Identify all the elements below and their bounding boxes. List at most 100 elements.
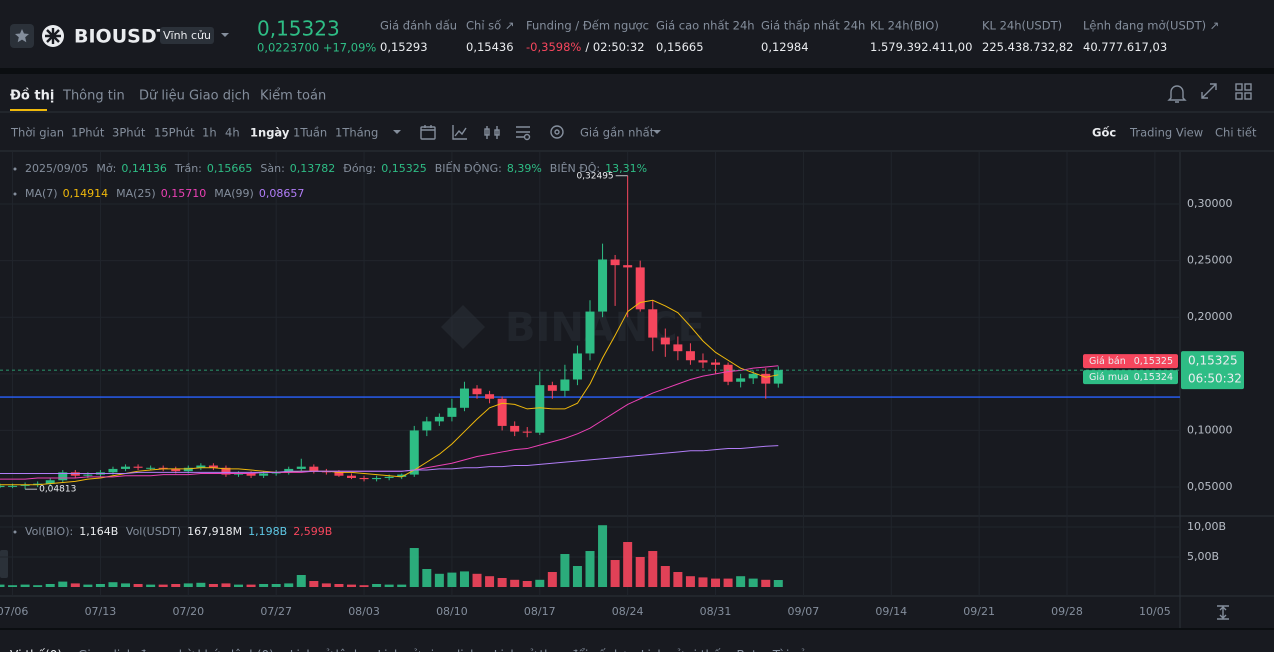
- stat-value-text: 1.579.392.411,00: [870, 40, 972, 54]
- volume-bar: [309, 581, 319, 587]
- view-option[interactable]: Gốc: [1092, 126, 1116, 140]
- candle-body: [359, 477, 369, 480]
- volume-bar: [598, 525, 608, 587]
- watermark-logo: [441, 305, 485, 349]
- candle-body: [208, 465, 218, 468]
- bottom-tabs: Vị thế(0) Giao dịch đang chờ khớp lệnh(0)…: [10, 648, 814, 652]
- volume-bar: [522, 581, 532, 587]
- last-price: 0,15323: [257, 17, 340, 41]
- bottom-tab[interactable]: Bot: [736, 648, 757, 652]
- info-value: 8,39%: [507, 162, 542, 175]
- bottom-tab[interactable]: Tài sản: [772, 648, 815, 652]
- candle-body: [334, 472, 344, 476]
- candle-body: [397, 474, 407, 477]
- volume-bar: [20, 584, 30, 587]
- bottom-tab[interactable]: Lịch sử giao dịch: [377, 648, 477, 652]
- volume-bar: [623, 542, 633, 587]
- bottom-tab[interactable]: Lịch sử thay đổi số dư: [494, 648, 626, 652]
- volume-bar: [334, 584, 344, 587]
- y-tick-label: 0,30000: [1187, 197, 1233, 210]
- candle-body: [510, 425, 520, 432]
- fullscreen-icon[interactable]: [1201, 83, 1217, 99]
- price-type-dropdown[interactable]: [653, 130, 661, 134]
- stat-value: 40.777.617,03: [1083, 40, 1167, 54]
- interval[interactable]: 1Phút: [71, 126, 105, 140]
- candle-body: [736, 378, 746, 382]
- tab[interactable]: Kiểm toán: [260, 89, 326, 104]
- interval-dropdown[interactable]: [393, 130, 401, 134]
- tab[interactable]: Thông tin: [62, 89, 125, 104]
- candle-body: [259, 473, 269, 476]
- candle-body: [183, 467, 193, 472]
- info-value: 13,31%: [605, 162, 647, 175]
- candle-body: [121, 466, 131, 469]
- volume-bar: [723, 578, 733, 587]
- interval[interactable]: 15Phút: [154, 126, 195, 140]
- candle-body: [372, 477, 382, 480]
- candle-body: [221, 467, 231, 475]
- ma-line: [0, 445, 779, 474]
- tab[interactable]: Dữ liệu Giao dịch: [139, 89, 250, 104]
- interval[interactable]: 4h: [225, 126, 240, 140]
- side-handle[interactable]: [0, 550, 8, 578]
- candle-body: [598, 259, 608, 312]
- interval[interactable]: 3Phút: [112, 126, 146, 140]
- volume-bar: [497, 578, 507, 587]
- stat-value-text: 0,15436: [466, 40, 514, 54]
- ma-name: MA(7): [25, 187, 58, 200]
- candle-body: [58, 472, 68, 481]
- volume-bar: [183, 583, 193, 587]
- last-price-tag: [1181, 351, 1244, 390]
- y-tick-label: 0,10000: [1187, 423, 1233, 436]
- interval[interactable]: 1Tuần: [293, 126, 327, 140]
- candle-body: [246, 473, 256, 476]
- candle-body: [108, 468, 118, 473]
- toolbar-icons[interactable]: [420, 125, 564, 141]
- candle-body: [723, 364, 733, 382]
- x-tick-label: 09/21: [963, 605, 995, 618]
- last-price-tag-label: 0,15325: [1188, 354, 1238, 368]
- volume-bar: [572, 566, 582, 587]
- candle-body: [497, 398, 507, 426]
- info-dot: [13, 530, 17, 534]
- bottom-tab[interactable]: Lịch sử vị thế: [641, 648, 721, 652]
- axis-settings-icon[interactable]: [1217, 605, 1229, 620]
- volume-bar: [284, 583, 294, 587]
- volume-info: Vol(BIO): 1,164B Vol(USDT) 167,918M 1,198B 2,…: [25, 525, 332, 538]
- book-tag-name: Giá bán: [1089, 356, 1126, 367]
- candle-body: [685, 351, 695, 361]
- contract-badge: [160, 27, 214, 44]
- volume-bar: [234, 584, 244, 587]
- bottom-tab[interactable]: Vị thế(0): [10, 648, 62, 652]
- bottom-tab[interactable]: Lịch sử lệnh: [290, 648, 362, 652]
- info-dot: [13, 167, 17, 171]
- volume-bar: [70, 583, 80, 587]
- bell-icon[interactable]: [1167, 85, 1187, 103]
- candle-body: [698, 360, 708, 363]
- candle-body: [623, 265, 633, 268]
- candle-body: [459, 388, 469, 408]
- layout-icon[interactable]: [1235, 83, 1252, 100]
- ma-value: 0,15710: [161, 187, 207, 200]
- volume-bar: [660, 566, 670, 587]
- symbol-dropdown[interactable]: [221, 33, 229, 37]
- x-tick-label: 08/17: [524, 605, 556, 618]
- interval[interactable]: 1Tháng: [335, 126, 378, 140]
- bottom-panel: [0, 630, 1274, 652]
- candle-body: [384, 476, 394, 478]
- interval[interactable]: 1ngày: [250, 126, 290, 140]
- view-option[interactable]: Chi tiết: [1215, 126, 1257, 140]
- view-option[interactable]: Trading View: [1129, 126, 1203, 140]
- stat-value-text: 0,15293: [380, 40, 428, 54]
- tab[interactable]: Đồ thị: [10, 89, 54, 104]
- volume-value: 2,599B: [293, 525, 332, 538]
- plot-area: BINANCE 0,32495 0,04813: [0, 152, 1180, 596]
- volume-bar: [45, 584, 55, 587]
- price-type[interactable]: Giá gần nhất: [580, 126, 655, 140]
- interval[interactable]: 1h: [202, 126, 217, 140]
- info-label: BIẾN ĐỘNG:: [435, 161, 502, 175]
- bottom-tab[interactable]: Giao dịch đang chờ khớp lệnh(0): [78, 648, 274, 652]
- candle-body: [535, 385, 545, 433]
- volume-bar: [711, 578, 721, 587]
- stat-value: -0,3598% / 02:50:32: [526, 40, 645, 54]
